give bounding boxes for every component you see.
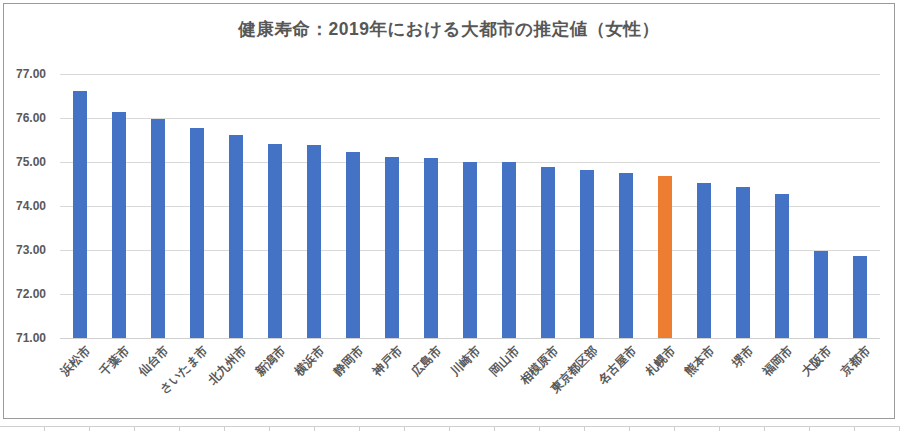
y-gridline: [60, 74, 880, 75]
bar: [463, 162, 477, 338]
bar: [697, 183, 711, 338]
bar: [268, 144, 282, 338]
x-axis-line: [60, 338, 880, 339]
bar: [73, 91, 87, 338]
y-gridline: [60, 118, 880, 119]
y-tick-label: 77.00: [4, 67, 46, 81]
spreadsheet-column-gridlines: [0, 426, 900, 431]
bar: [580, 170, 594, 338]
bar: [229, 135, 243, 338]
bar: [112, 112, 126, 338]
bar: [346, 152, 360, 338]
bar: [190, 128, 204, 338]
bar: [853, 256, 867, 338]
bar: [541, 167, 555, 338]
y-tick-label: 75.00: [4, 155, 46, 169]
bar: [502, 162, 516, 338]
chart-container: 健康寿命：2019年における大都市の推定値（女性） 71.00 72.00 73.0…: [3, 3, 895, 419]
y-tick-label: 76.00: [4, 111, 46, 125]
y-tick-label: 74.00: [4, 199, 46, 213]
bar: [151, 119, 165, 338]
bar: [619, 173, 633, 338]
y-tick-label: 71.00: [4, 331, 46, 345]
bar: [814, 251, 828, 338]
bar: [307, 145, 321, 338]
chart-title: 健康寿命：2019年における大都市の推定値（女性）: [4, 17, 894, 41]
y-tick-label: 73.00: [4, 243, 46, 257]
bar: [775, 194, 789, 338]
bar-highlighted: [658, 176, 672, 338]
bar: [424, 158, 438, 338]
bar: [385, 157, 399, 338]
y-tick-label: 72.00: [4, 287, 46, 301]
bar: [736, 187, 750, 338]
